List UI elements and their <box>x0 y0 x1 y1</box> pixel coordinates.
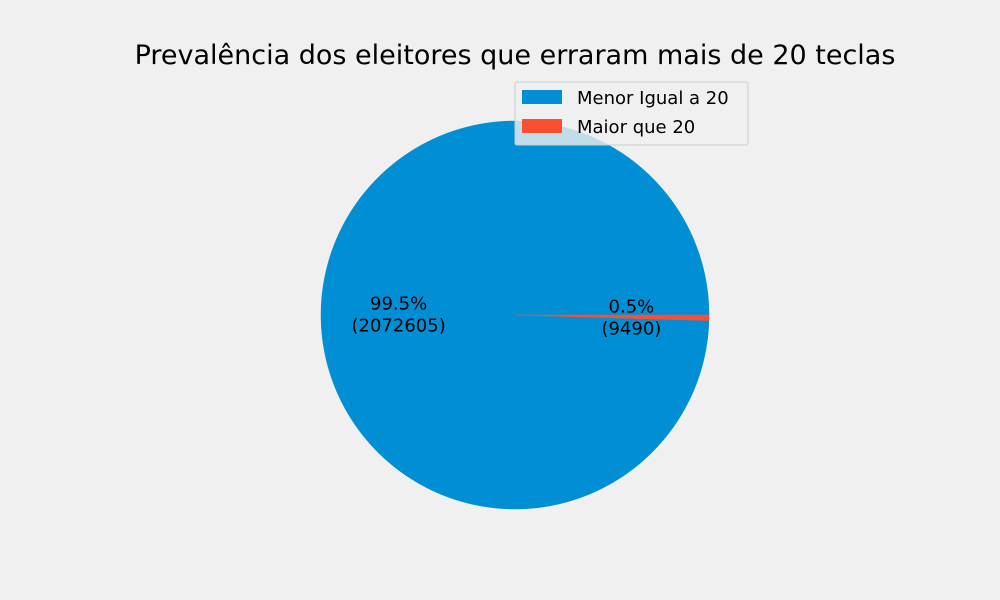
legend-swatch-menor-igual-a-20 <box>522 90 562 104</box>
legend-swatch-maior-que-20 <box>522 119 562 133</box>
chart-title: Prevalência dos eleitores que erraram ma… <box>135 40 896 71</box>
legend-frame <box>514 81 749 146</box>
legend-label-maior-que-20: Maior que 20 <box>577 117 695 138</box>
legend: Menor Igual a 20 Maior que 20 <box>514 81 749 146</box>
pie-percent-label: 99.5% <box>370 293 427 314</box>
legend-label-menor-igual-a-20: Menor Igual a 20 <box>577 88 729 109</box>
pie-count-label: (2072605) <box>352 315 446 336</box>
pie-count-label: (9490) <box>601 319 661 340</box>
pie-labels: 99.5%(2072605) 0.5%(9490) <box>352 293 662 339</box>
pie-percent-label: 0.5% <box>609 297 655 318</box>
pie-slice-maior-que-20 <box>514 314 710 321</box>
pie-slices <box>320 120 710 510</box>
